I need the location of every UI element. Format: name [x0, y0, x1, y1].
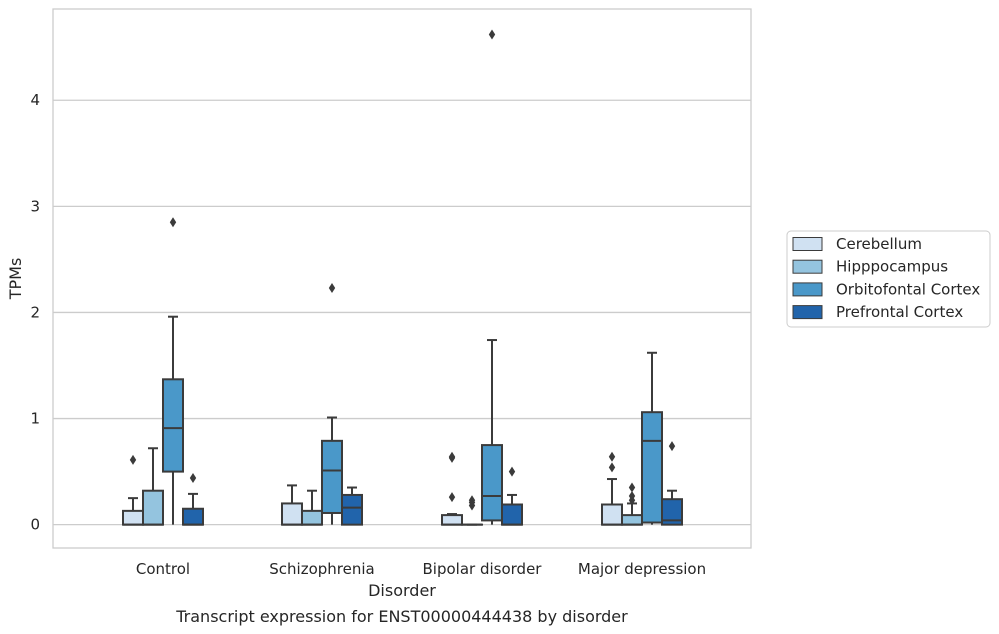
outlier-point — [628, 491, 636, 502]
outlier-point — [508, 466, 516, 477]
box-prefrontal-cortex — [501, 466, 523, 526]
box-orbitofontal-cortex — [162, 217, 184, 525]
outlier-point — [169, 217, 177, 228]
box-iqr — [601, 503, 623, 526]
box-iqr — [341, 493, 363, 526]
box-prefrontal-cortex — [661, 441, 683, 526]
box-prefrontal-cortex — [341, 486, 363, 526]
legend-swatch — [792, 259, 823, 274]
box-iqr — [142, 489, 164, 526]
box-iqr — [321, 439, 343, 514]
x-axis-ticks: Control Schizophrenia Bipolar disorder Majo… — [136, 560, 706, 578]
box-iqr — [281, 502, 303, 526]
plot-frame — [52, 8, 752, 549]
legend-swatch — [792, 282, 823, 297]
box-iqr — [661, 498, 683, 526]
outlier-point — [189, 472, 197, 483]
x-tick-label: Major depression — [578, 560, 706, 578]
box-orbitofontal-cortex — [481, 29, 503, 525]
legend: Cerebellum Hipppocampus Orbitofontal Corte… — [786, 230, 991, 328]
box-hipppocampus — [301, 489, 323, 526]
box-orbitofontal-cortex — [321, 283, 343, 525]
box-hipppocampus — [142, 447, 164, 526]
outlier-point — [468, 495, 476, 506]
outlier-point — [448, 451, 456, 462]
box-hipppocampus — [621, 482, 643, 526]
legend-label: Prefrontal Cortex — [836, 303, 963, 321]
box-prefrontal-cortex — [182, 472, 204, 526]
x-tick-label: Bipolar disorder — [423, 560, 543, 578]
outlier-point — [448, 492, 456, 503]
box-cerebellum — [281, 484, 303, 526]
box-hipppocampus — [461, 495, 483, 526]
outlier-point — [608, 462, 616, 473]
chart-caption: Transcript expression for ENST0000044443… — [175, 607, 628, 626]
box-iqr — [441, 514, 463, 526]
y-axis-label: TPMs — [6, 258, 25, 301]
y-axis-ticks: 0 1 2 3 4 — [30, 91, 40, 533]
outlier-point — [488, 29, 496, 40]
outlier-point — [628, 482, 636, 493]
box-cerebellum — [441, 451, 463, 526]
box-iqr — [621, 514, 643, 526]
box-cerebellum — [601, 451, 623, 526]
y-tick-label: 4 — [30, 91, 40, 109]
outlier-point — [608, 451, 616, 462]
box-orbitofontal-cortex — [641, 351, 663, 525]
box-iqr — [501, 503, 523, 526]
box-iqr — [481, 444, 503, 522]
outlier-point — [668, 441, 676, 452]
box-iqr — [301, 509, 323, 526]
box-plot-marks — [122, 29, 683, 526]
legend-swatch — [792, 237, 823, 251]
legend-frame — [786, 230, 991, 328]
y-tick-label: 3 — [30, 197, 40, 215]
legend-swatch — [792, 305, 823, 320]
box-iqr — [182, 507, 204, 526]
outlier-point — [328, 283, 336, 294]
legend-label: Hipppocampus — [836, 258, 948, 276]
box-iqr — [641, 411, 663, 524]
y-tick-label: 1 — [30, 410, 40, 428]
box-iqr — [122, 509, 144, 526]
y-tick-label: 2 — [30, 303, 40, 321]
legend-label: Cerebellum — [836, 235, 922, 253]
x-tick-label: Control — [136, 560, 190, 578]
box-iqr — [162, 378, 184, 473]
x-tick-label: Schizophrenia — [269, 560, 374, 578]
x-axis-label: Disorder — [368, 581, 436, 600]
y-tick-label: 0 — [30, 516, 40, 534]
outlier-point — [129, 454, 137, 465]
legend-label: Orbitofontal Cortex — [836, 280, 980, 298]
box-cerebellum — [122, 454, 144, 526]
